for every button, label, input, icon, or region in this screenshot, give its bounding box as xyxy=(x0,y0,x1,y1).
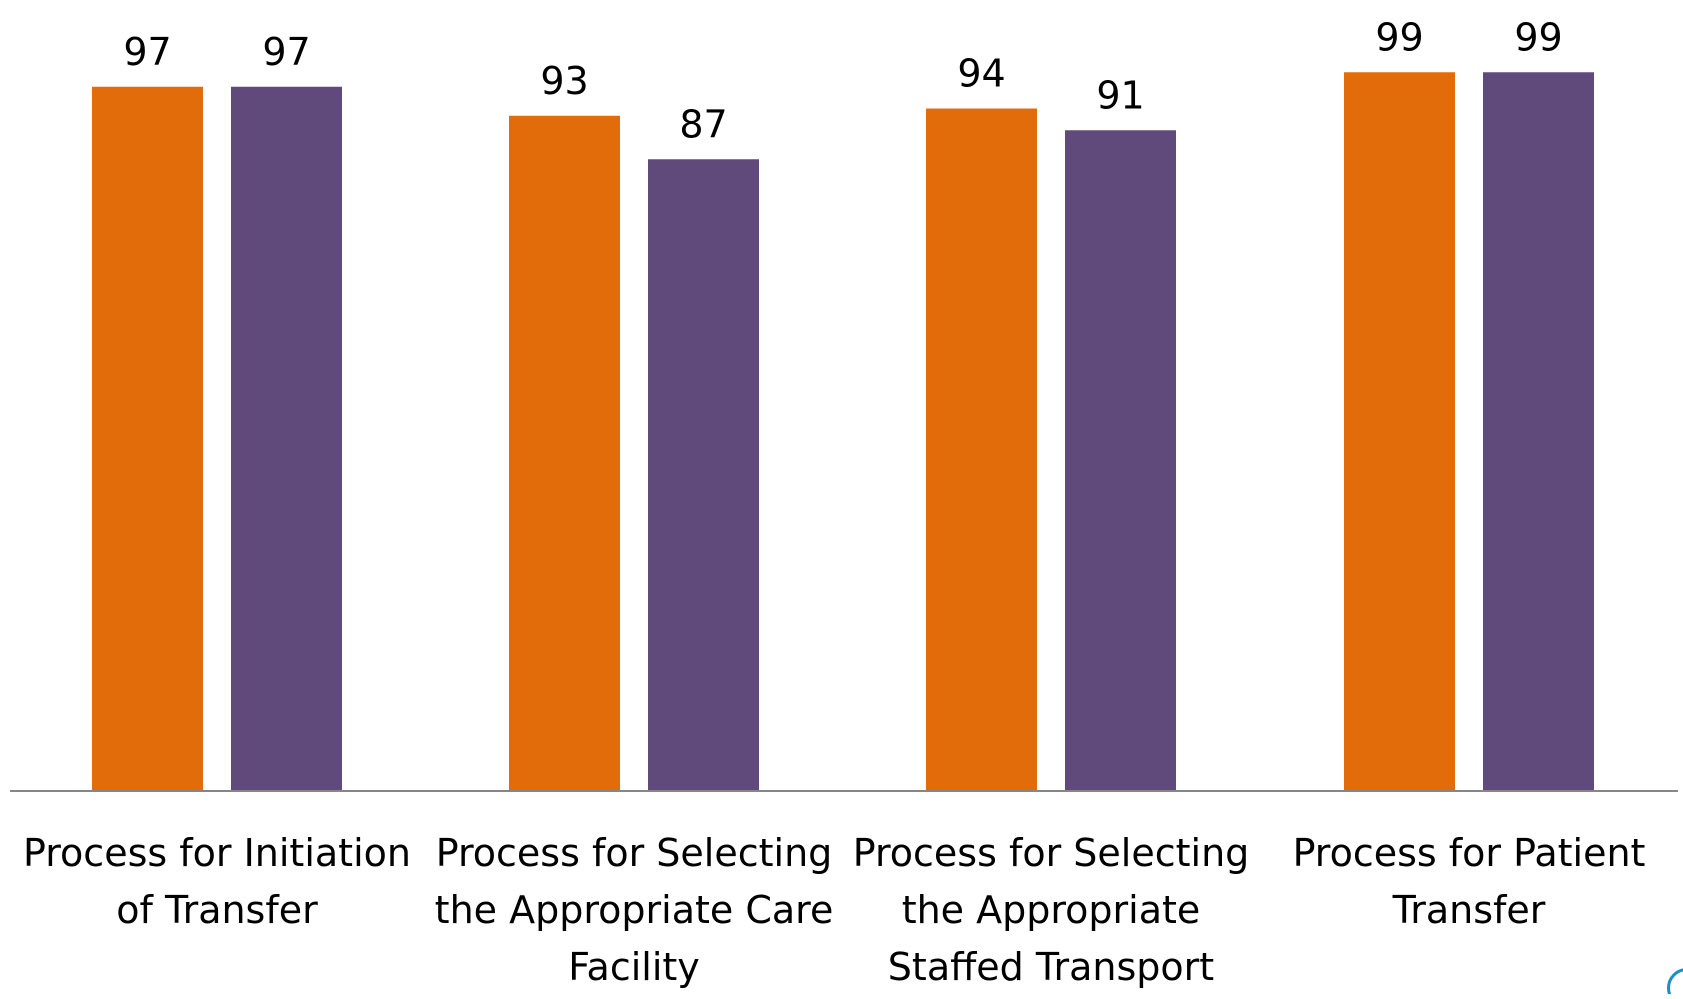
category-label-3: Process for Selecting the Appropriate Staf… xyxy=(853,831,1250,989)
data-label-2-series-2: 87 xyxy=(679,102,727,146)
category-label-3-line-2: the Appropriate xyxy=(902,888,1201,932)
category-label-4-line-1: Process for Patient xyxy=(1293,831,1646,875)
category-label-1: Process for Initiation of Transfer xyxy=(23,831,411,932)
category-label-4: Process for Patient Transfer xyxy=(1293,831,1646,932)
bars-layer xyxy=(92,72,1594,790)
category-label-2-line-1: Process for Selecting xyxy=(436,831,833,875)
value-labels-layer: 97 97 93 87 94 91 99 99 xyxy=(123,15,1562,146)
data-label-4-series-1: 99 xyxy=(1375,15,1423,59)
bar-3-series-2 xyxy=(1065,130,1176,790)
logo-fragment-icon xyxy=(1661,954,1683,994)
data-label-1-series-2: 97 xyxy=(262,30,310,74)
data-label-4-series-2: 99 xyxy=(1514,15,1562,59)
bar-4-series-2 xyxy=(1483,72,1594,790)
data-label-3-series-2: 91 xyxy=(1096,73,1144,117)
category-label-4-line-2: Transfer xyxy=(1392,888,1546,932)
category-label-2-line-2: the Appropriate Care xyxy=(435,888,834,932)
category-label-1-line-1: Process for Initiation xyxy=(23,831,411,875)
category-labels-layer: Process for Initiation of TransferProcess… xyxy=(23,831,1645,989)
bar-1-series-2 xyxy=(231,86,342,790)
data-label-3-series-1: 94 xyxy=(957,52,1005,96)
bar-1-series-1 xyxy=(92,86,203,790)
bar-3-series-1 xyxy=(926,108,1037,790)
bar-4-series-1 xyxy=(1344,72,1455,790)
category-label-2-line-3: Facility xyxy=(568,945,700,989)
data-label-2-series-1: 93 xyxy=(540,59,588,103)
bar-2-series-2 xyxy=(648,159,759,790)
category-label-3-line-1: Process for Selecting xyxy=(853,831,1250,875)
data-label-1-series-1: 97 xyxy=(123,30,171,74)
category-label-1-line-2: of Transfer xyxy=(116,888,318,932)
category-label-2: Process for Selecting the Appropriate Car… xyxy=(435,831,834,989)
bar-2-series-1 xyxy=(509,115,620,790)
category-label-3-line-3: Staffed Transport xyxy=(888,945,1214,989)
